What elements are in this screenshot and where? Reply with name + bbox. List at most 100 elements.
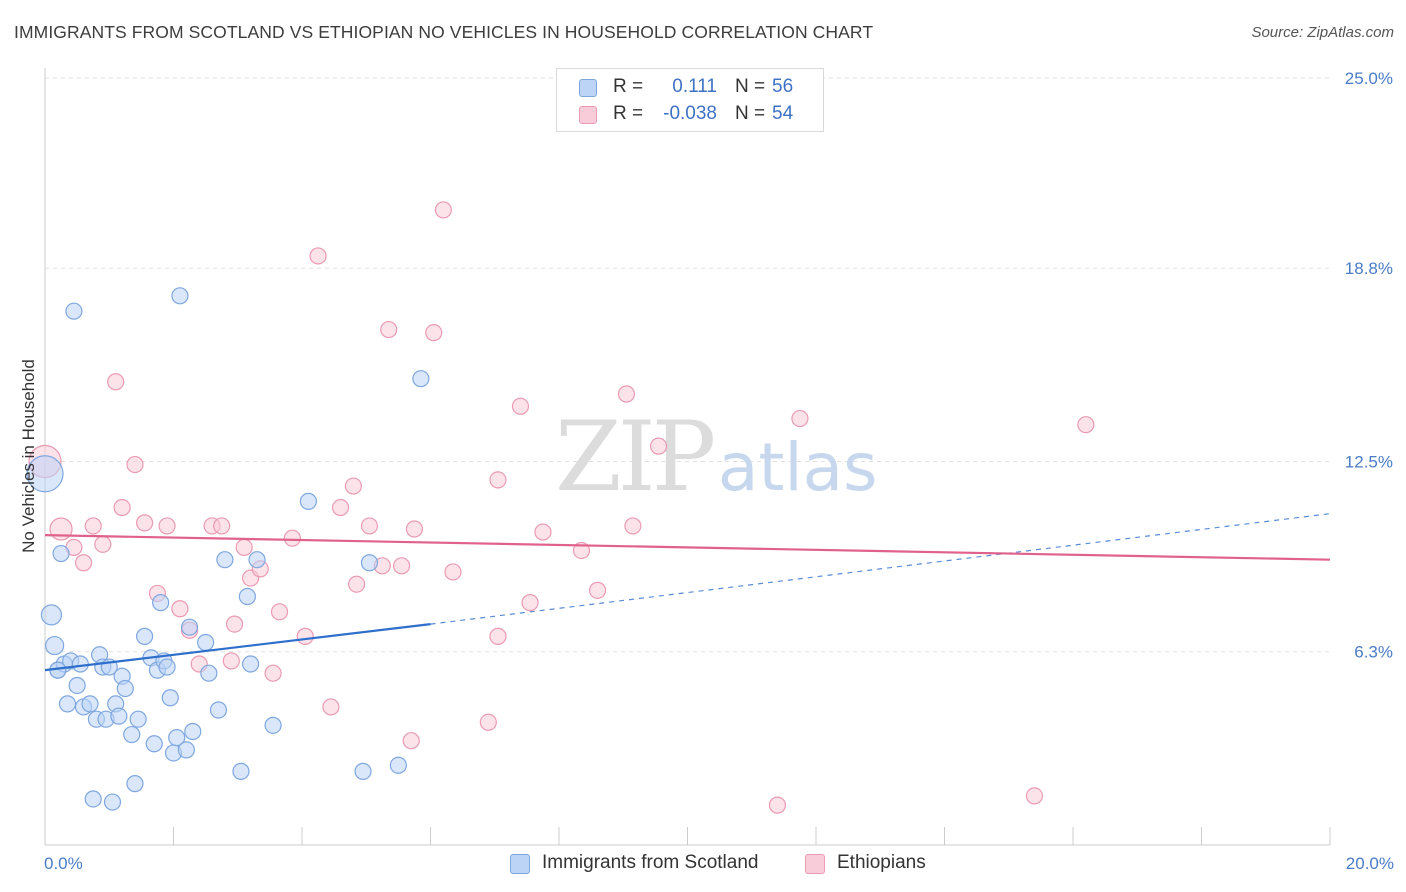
ethiopian-point [84, 517, 102, 535]
scotland-point [216, 551, 234, 569]
ethiopian-point [270, 603, 289, 621]
legend-row-scotland: R = 0.111 N = 56 [557, 75, 823, 101]
ethiopian-point [135, 514, 154, 532]
ethiopian-point [392, 557, 411, 575]
ethiopian-point [624, 517, 642, 535]
y-tick-label: 12.5% [1345, 453, 1393, 472]
scotland-point [238, 587, 256, 606]
ethiopian-point [489, 471, 507, 489]
scotland-point [71, 655, 89, 673]
scotland-point [171, 287, 189, 305]
scotland-point [145, 735, 163, 753]
ethiopian-point [380, 320, 398, 339]
scotland-point [84, 790, 102, 808]
scotland-point [360, 554, 379, 572]
ethiopian-point [331, 498, 350, 517]
bottom-legend-label-ethiopians: Ethiopians [837, 852, 926, 873]
scotland-point [264, 716, 282, 734]
y-tick-label: 18.8% [1345, 259, 1393, 278]
ethiopian-point [49, 517, 73, 541]
legend-row-ethiopians: R = -0.038 N = 54 [557, 102, 823, 128]
scotland-point [26, 455, 64, 493]
scotland-point [242, 655, 260, 673]
scotland-point [354, 762, 372, 780]
ethiopian-point [344, 477, 362, 495]
ethiopian-point [489, 627, 507, 645]
ethiopian-point [296, 627, 314, 645]
legend-n-value: 54 [772, 103, 794, 124]
ethiopian-point [360, 517, 379, 535]
scotland-point [180, 618, 199, 636]
scotland-point [152, 594, 170, 612]
scotland-point [58, 695, 77, 713]
ethiopian-point [1077, 416, 1095, 434]
scotland-point [123, 725, 141, 744]
data-points [26, 201, 1095, 814]
ethiopian-point [107, 373, 125, 391]
ethiopian-point [158, 517, 176, 535]
legend-swatch-scotland [579, 79, 597, 97]
scotland-point [65, 302, 83, 320]
ethiopian-point [171, 600, 189, 618]
scotland-point [161, 689, 179, 707]
ethiopian-point [521, 594, 539, 612]
scotland-point [197, 633, 215, 652]
legend-r-label: R = [613, 76, 644, 97]
ethiopian-point [322, 698, 340, 716]
x-tick-label: 0.0% [44, 854, 83, 873]
ethiopian-point [425, 324, 443, 342]
ethiopian-point [213, 517, 231, 535]
legend-r-value: -0.038 [663, 103, 717, 124]
bottom-legend-swatch-scotland [510, 854, 530, 874]
ethiopian-point [534, 523, 552, 541]
scotland-trend-extension [430, 513, 1331, 625]
legend-n-value: 56 [772, 76, 794, 97]
ethiopian-point [511, 397, 530, 415]
scotland-point [103, 793, 122, 811]
ethiopian-point [479, 713, 497, 731]
legend-swatch-ethiopians [579, 106, 597, 124]
ethiopian-point [405, 520, 424, 538]
scotland-point [52, 544, 70, 563]
legend-r-label: R = [613, 103, 644, 124]
scotland-point [209, 701, 228, 719]
ethiopian-point [768, 796, 787, 814]
legend-n-label: N = [735, 103, 766, 124]
grid-lines [45, 77, 1330, 653]
ethiopian-point [402, 732, 420, 750]
ethiopian-point [235, 538, 253, 557]
scotland-point [232, 762, 250, 780]
axis-labels: No Vehicles in Household 6.3% 12.5% 18.8% 2… [19, 69, 1394, 873]
legend-n-label: N = [735, 76, 766, 97]
ethiopian-point [283, 529, 301, 547]
watermark: ZIP atlas [555, 401, 878, 513]
chart-title: IMMIGRANTS FROM SCOTLAND VS ETHIOPIAN NO… [14, 22, 874, 42]
bottom-legend-swatch-ethiopians [805, 854, 825, 874]
scotland-point [40, 604, 63, 626]
trend-lines [44, 513, 1331, 672]
y-axis-label: No Vehicles in Household [19, 359, 38, 553]
y-tick-label: 25.0% [1345, 69, 1393, 88]
scotland-trend-line [44, 623, 431, 672]
scotland-point [81, 695, 99, 713]
y-tick-label: 6.3% [1354, 643, 1393, 662]
scotland-point [129, 710, 147, 728]
ethiopian-point [649, 437, 668, 455]
ethiopian-point [434, 201, 452, 219]
ethiopian-point [588, 581, 607, 599]
ethiopian-point [222, 652, 240, 670]
ethiopian-point [225, 615, 244, 633]
ethiopian-point [1025, 787, 1044, 805]
ethiopian-point [126, 455, 144, 474]
scotland-point [412, 370, 430, 388]
scotland-point [200, 664, 218, 682]
scotland-point [135, 627, 154, 645]
scotland-point [184, 722, 202, 741]
ethiopian-point [444, 563, 462, 581]
scotland-point [168, 729, 186, 747]
correlation-legend: R = 0.111 N = 56 R = -0.038 N = 54 [556, 68, 824, 132]
scotland-point [45, 635, 65, 656]
ethiopian-point [74, 554, 93, 572]
ethiopian-point [348, 575, 366, 593]
